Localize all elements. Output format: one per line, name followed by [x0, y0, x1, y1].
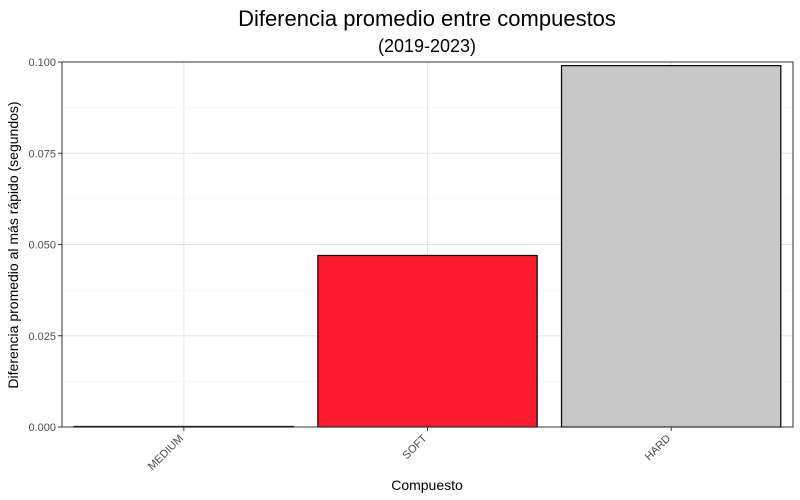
- chart-subtitle: (2019-2023): [378, 36, 476, 56]
- chart-title: Diferencia promedio entre compuestos: [238, 6, 616, 31]
- y-tick-label: 0.050: [28, 240, 56, 252]
- x-tick-label: MEDIUM: [146, 433, 186, 473]
- y-tick-label: 0.100: [28, 57, 56, 69]
- x-axis: MEDIUM SOFT HARD: [146, 427, 673, 473]
- x-tick-label: SOFT: [400, 432, 429, 461]
- bar-hard: [560, 65, 782, 428]
- y-tick-label: 0.075: [28, 148, 56, 160]
- bar-soft: [317, 254, 538, 428]
- y-axis-title: Diferencia promedio al más rápido (segun…: [5, 101, 21, 388]
- x-axis-title: Compuesto: [391, 477, 463, 493]
- y-tick-label: 0.025: [28, 331, 56, 343]
- x-tick-label: HARD: [643, 433, 674, 464]
- y-axis: 0.000 0.025 0.050 0.075 0.100: [28, 57, 62, 434]
- y-tick-label: 0.000: [28, 422, 56, 434]
